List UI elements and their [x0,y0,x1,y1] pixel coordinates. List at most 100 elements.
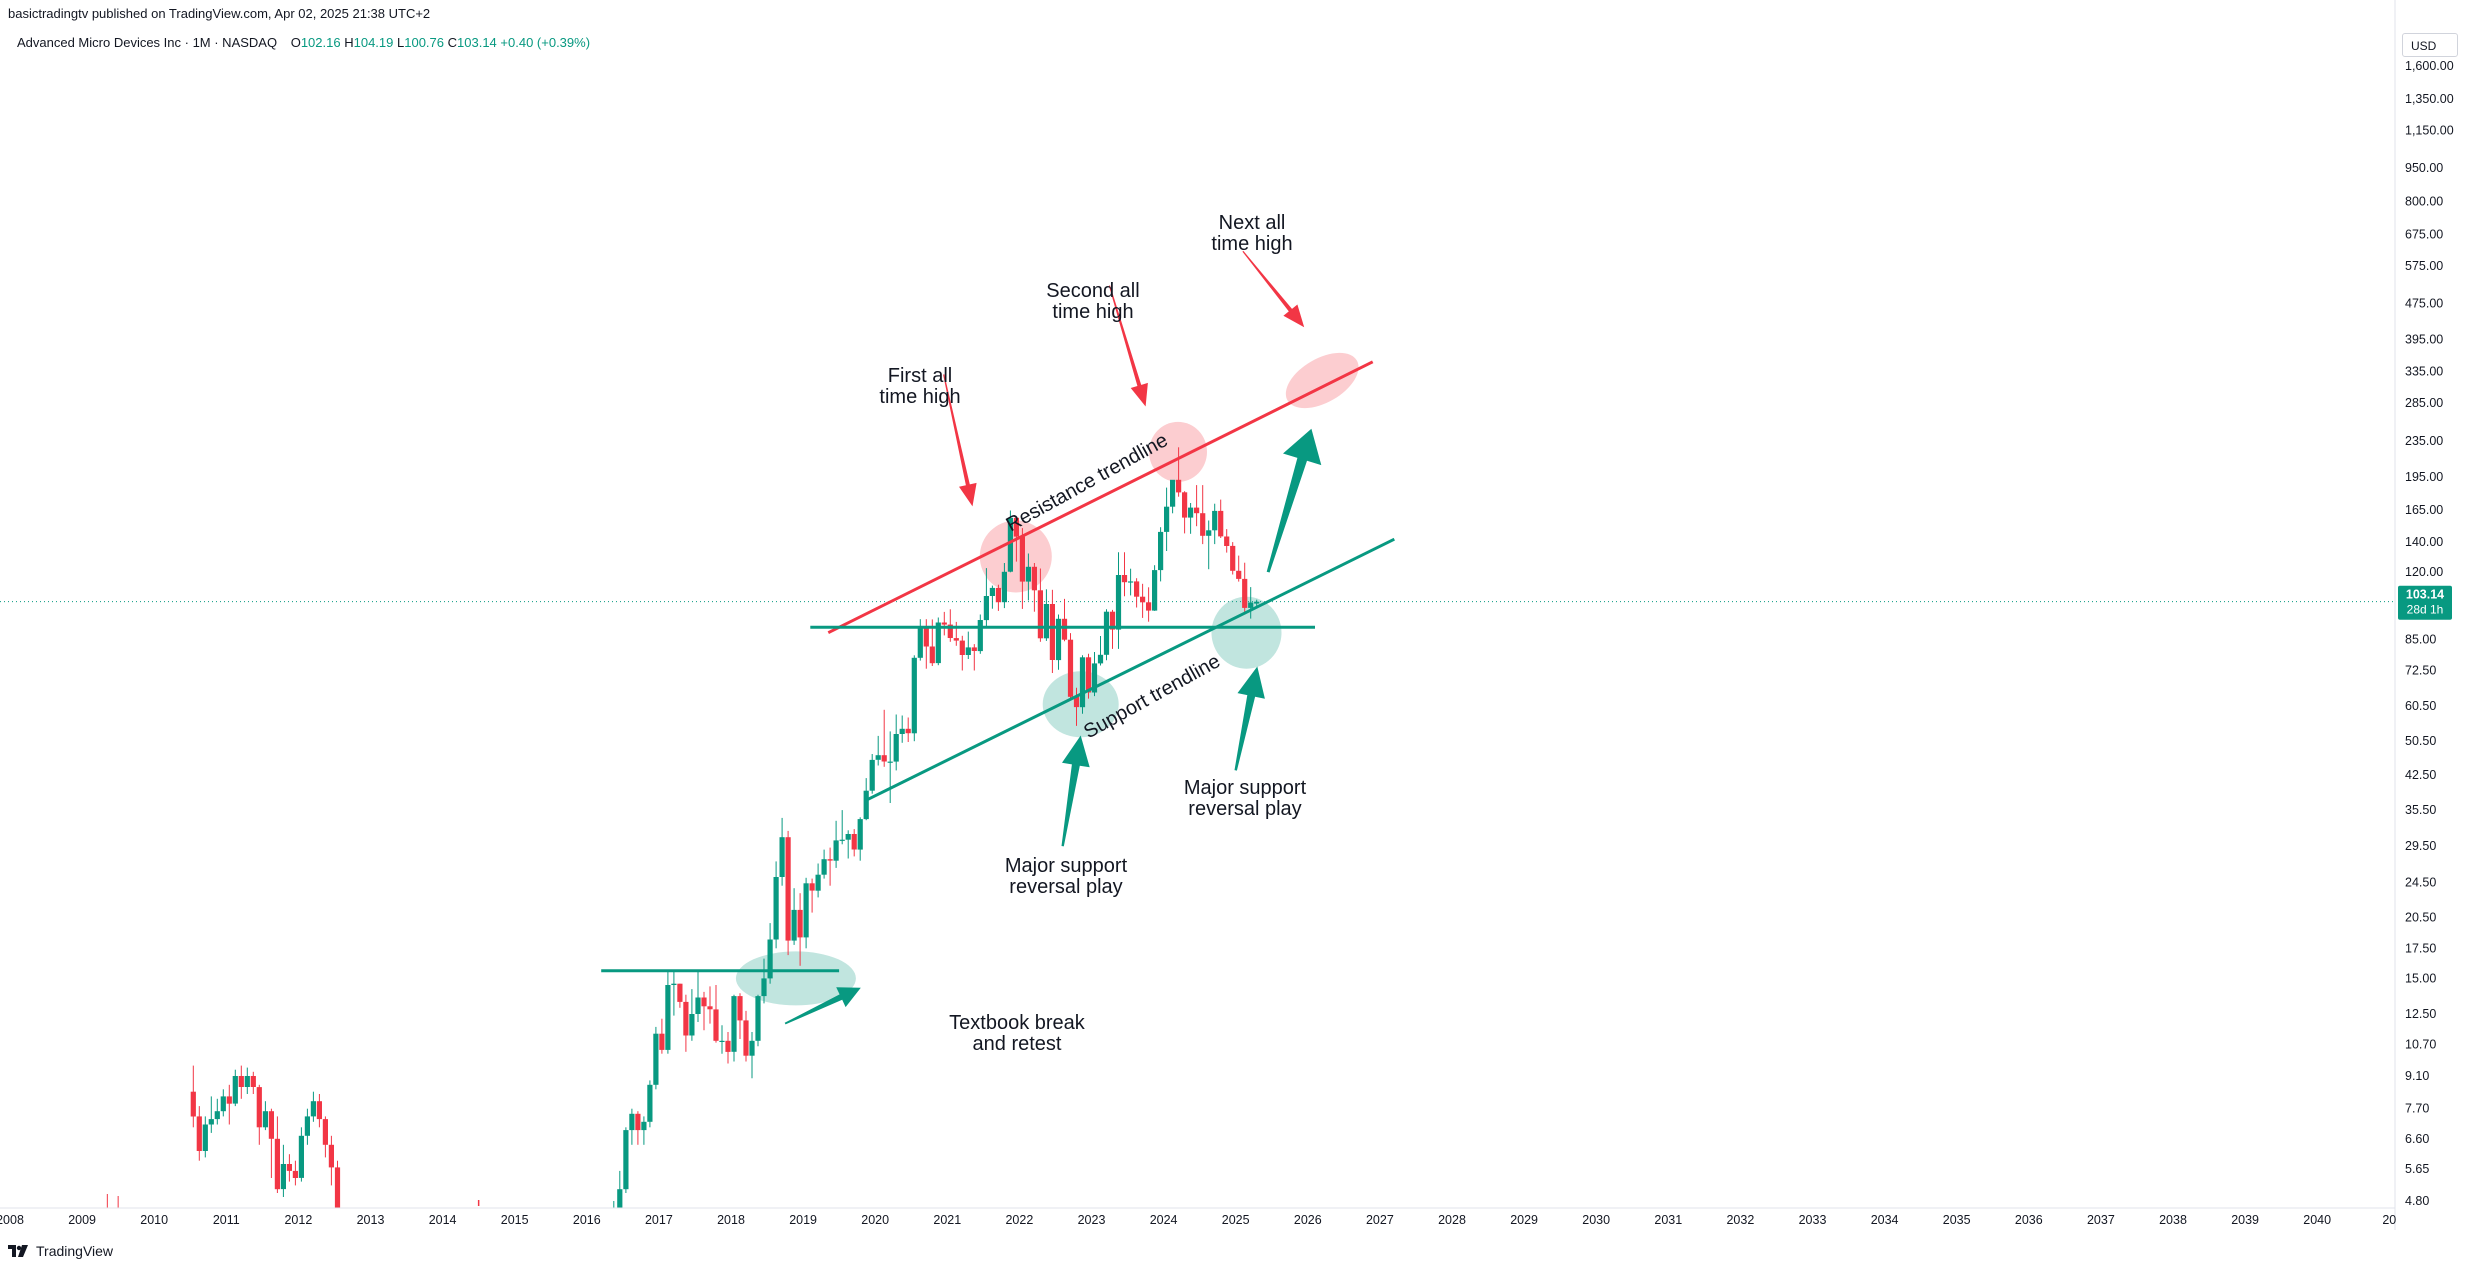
price-tick-label: 1,150.00 [2405,124,2454,138]
time-tick-label: 2012 [284,1213,312,1227]
candle-body [791,909,797,941]
time-tick-label: 2016 [573,1213,601,1227]
candle-body [1182,492,1188,518]
time-axis[interactable]: 2008 2009 2010 2011 2012 2013 2014 2015 2016 2017… [0,1207,2396,1227]
annotation-line: Next all [1219,212,1286,234]
candle-body [268,1111,274,1139]
arrow-reversal-2022 [1061,735,1090,847]
candle-body [1134,581,1140,597]
time-tick-label: 2011 [213,1213,240,1227]
candle-body [1164,506,1170,532]
candle-body [1001,571,1007,603]
time-tick-label: 2018 [717,1213,745,1227]
candle-body [202,1124,208,1151]
candle-body [695,997,701,1014]
price-axis[interactable]: 1,600.00 1,350.00 1,150.00 950.00 800.00 675.… [2394,0,2454,1230]
candle-body [304,1116,310,1136]
candle-body [755,996,761,1041]
price-tick-label: 165.00 [2405,503,2443,517]
time-tick-label: 2033 [1799,1213,1827,1227]
arrow-projected-move [1266,428,1322,573]
arrow-break-retest [784,987,861,1025]
resistance-trendline [827,360,1374,635]
candle-body [1230,545,1236,571]
price-tick-label: 395.00 [2405,332,2443,346]
candle-body [713,1009,719,1041]
price-tick-label: 24.50 [2405,876,2436,890]
symbol-name[interactable]: Advanced Micro Devices Inc · 1M · NASDAQ [17,35,278,50]
candle-body [767,939,773,979]
candle-body [280,1164,286,1190]
annotation-line: Textbook break [949,1012,1086,1034]
candle-body [803,883,809,938]
candle-body [815,874,821,891]
price-tick-label: 6.60 [2405,1132,2429,1146]
annotation-text: First all time high [879,365,960,408]
candle-body [821,859,827,875]
price-tick-label: 800.00 [2405,194,2443,208]
time-tick-label: 2014 [429,1213,457,1227]
arrow-first-ath [943,374,977,507]
candle-body [1103,611,1110,655]
candle-body [941,622,947,625]
candle-body [274,1138,280,1190]
candle-body [238,1076,244,1087]
candle-body [785,837,791,941]
price-tick-label: 12.50 [2405,1007,2436,1021]
candle-body [965,647,971,655]
candle-body [1206,530,1212,536]
candle-body [1055,618,1062,661]
time-tick-label: 2035 [1943,1213,1971,1227]
time-tick-label: 2040 [2303,1213,2331,1227]
footer-brand: TradingView [8,1243,113,1259]
candle-body [653,1033,659,1085]
candle-body [827,859,833,861]
candle-body [881,755,887,762]
candle-body [298,1135,304,1178]
candle-body [1049,604,1055,660]
candle-body [1212,510,1218,531]
time-tick-label: 2015 [501,1213,529,1227]
candle-body [322,1119,328,1145]
candle-body [1073,696,1080,708]
candle-body [1025,566,1031,582]
arrow-second-ath [1108,285,1148,407]
arrow-reversal-current [1234,666,1265,771]
time-tick-label: 2027 [1366,1213,1394,1227]
price-tag-box [2398,585,2452,620]
candle-body [1128,581,1134,583]
price-tick-label: 235.00 [2405,434,2443,448]
candle-body [256,1087,262,1128]
candle-body [310,1101,316,1117]
currency-selector[interactable]: USD [2402,33,2458,57]
price-tick-label: 50.50 [2405,734,2436,748]
candle-body [737,996,743,1021]
annotation-line: time high [879,386,960,408]
candle-body [995,587,1001,603]
candle-body [1121,575,1128,583]
price-tick-label: 1,350.00 [2405,92,2454,106]
candle-body [935,622,941,664]
candle-body [250,1076,256,1087]
candle-body [1200,513,1206,536]
price-tick-label: 35.50 [2405,803,2436,817]
price-tick-label: 15.00 [2405,971,2436,985]
price-tick-label: 9.10 [2405,1069,2429,1083]
last-price-tag: 103.14 28d 1h [2398,585,2452,620]
candle-body [1146,602,1152,611]
candle-body [671,983,677,985]
time-tick-label: 2034 [1871,1213,1899,1227]
candle-body [1254,601,1260,604]
candle-body [761,978,767,997]
time-tick-label: 2026 [1294,1213,1322,1227]
candle-body [1019,536,1025,582]
time-tick-label: 2031 [1654,1213,1682,1227]
open-value: 102.16 [300,35,341,50]
candle-body [1115,575,1122,630]
candle-body [923,626,929,647]
candle-body [887,761,893,763]
drawing-shapes [735,352,1359,1006]
candle-body [983,596,989,621]
time-tick-label: 2032 [1726,1213,1754,1227]
